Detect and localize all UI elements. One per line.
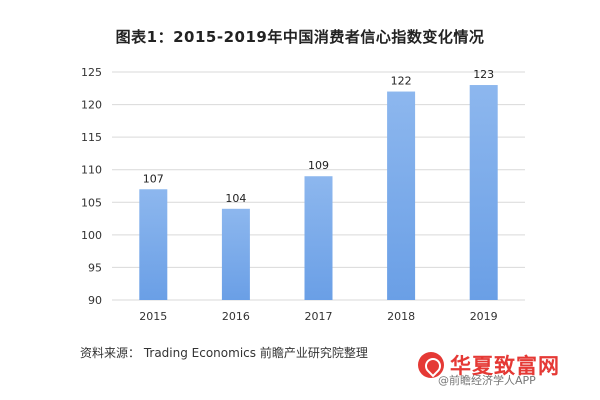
y-tick-label: 110 (81, 164, 102, 177)
y-tick-label: 90 (88, 294, 102, 307)
bar-2015 (139, 189, 168, 300)
bar-2017 (304, 176, 333, 300)
x-tick-label: 2016 (222, 310, 250, 323)
logo-icon (418, 352, 444, 378)
data-label: 109 (308, 159, 329, 172)
data-labels: 107 104 109 122 123 (143, 68, 494, 205)
y-tick-label: 95 (88, 261, 102, 274)
data-label: 107 (143, 172, 164, 185)
data-label: 122 (391, 75, 412, 88)
bar-2018 (387, 91, 416, 301)
bar-2016 (221, 208, 250, 300)
y-tick-label: 100 (81, 229, 102, 242)
y-tick-label: 105 (81, 196, 102, 209)
bar-2019 (469, 85, 498, 301)
data-label: 104 (225, 192, 246, 205)
logo-subtext: @前瞻经济学人APP (438, 374, 536, 387)
x-tick-label: 2018 (387, 310, 415, 323)
watermark-logo: 华夏致富网 @前瞻经济学人APP (418, 348, 596, 392)
x-tick-label: 2017 (305, 310, 333, 323)
y-tick-label: 120 (81, 99, 102, 112)
data-label: 123 (473, 68, 494, 81)
y-tick-label: 115 (81, 131, 102, 144)
y-tick-label: 125 (81, 66, 102, 79)
chart-title: 图表1：2015-2019年中国消费者信心指数变化情况 (115, 28, 485, 46)
x-tick-label: 2019 (470, 310, 498, 323)
y-axis: 90 95 100 105 110 115 120 125 (81, 66, 102, 307)
source-note: 资料来源： Trading Economics 前瞻产业研究院整理 (80, 346, 368, 360)
logo-text: 华夏致富网 (450, 354, 560, 378)
bars (139, 85, 498, 301)
x-tick-label: 2015 (139, 310, 167, 323)
x-axis: 2015 2016 2017 2018 2019 (139, 310, 497, 323)
